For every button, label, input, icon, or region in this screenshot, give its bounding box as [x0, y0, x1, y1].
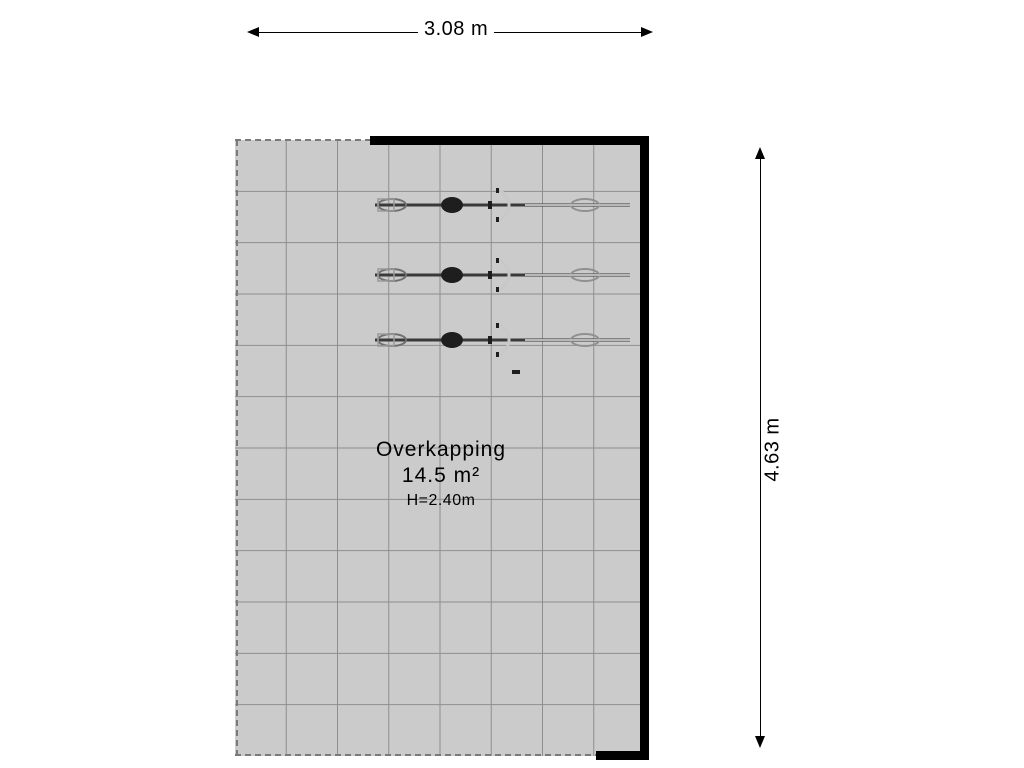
room-name-label: Overkapping	[356, 438, 526, 462]
floorplan-canvas: 3.08 m 4.63 m	[0, 0, 1024, 768]
room-area-label: 14.5 m²	[356, 464, 526, 488]
room-svg	[0, 0, 1024, 768]
room-height-label: H=2.40m	[356, 492, 526, 510]
